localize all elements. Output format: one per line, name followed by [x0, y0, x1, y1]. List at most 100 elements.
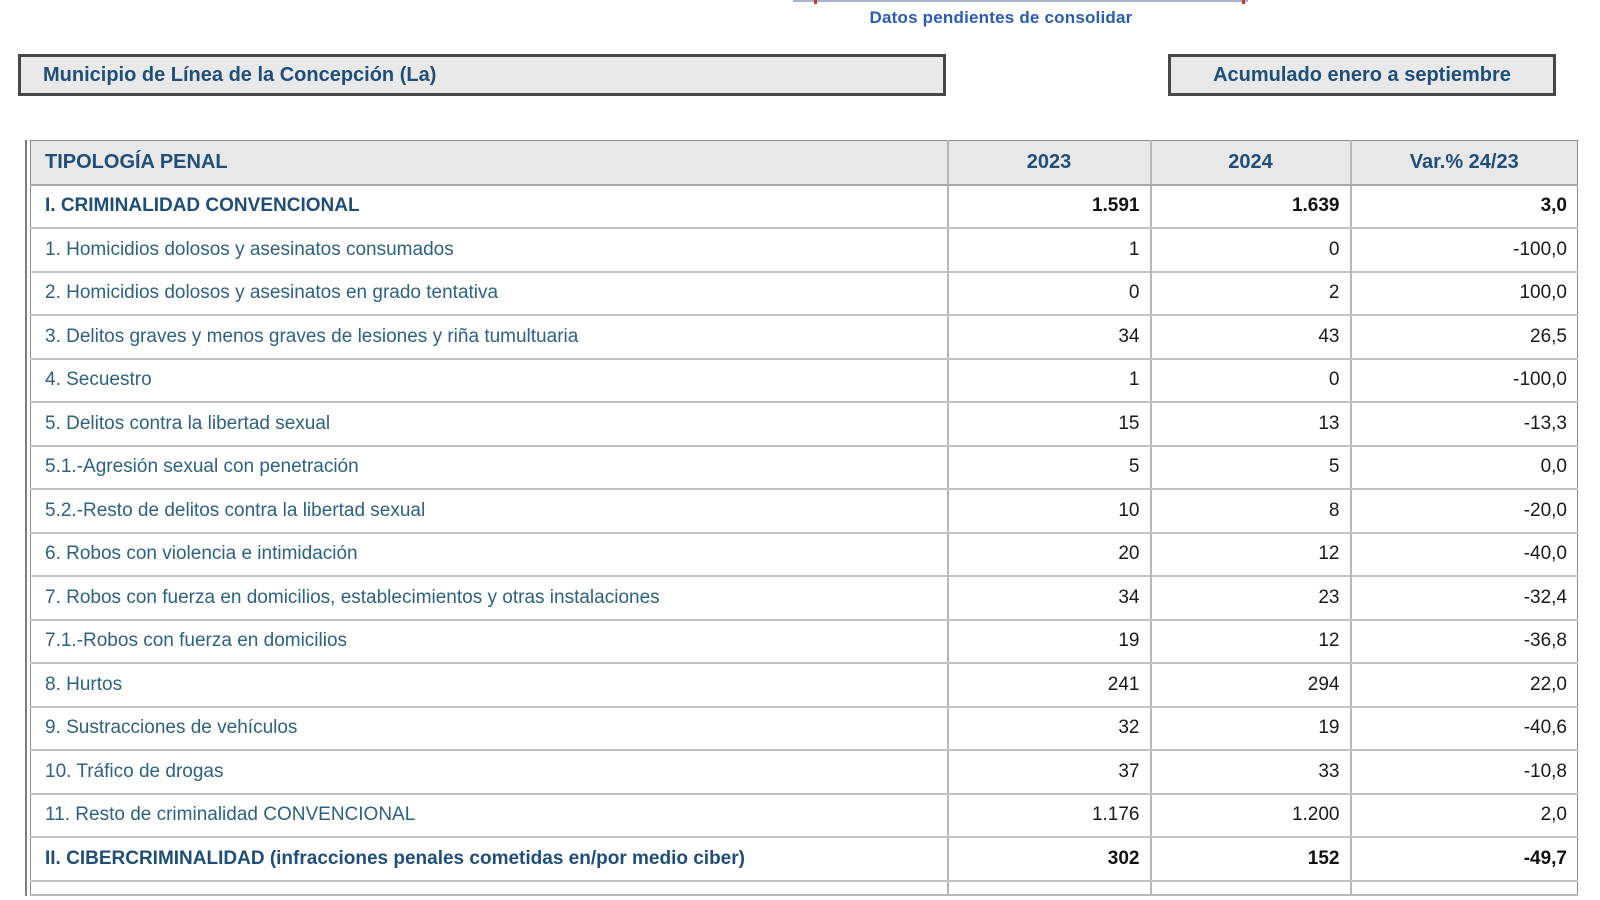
row-value-2023: 1 — [947, 228, 1152, 273]
empty-cell — [947, 880, 1152, 896]
row-value-2024: 12 — [1150, 619, 1352, 664]
row-value-2024: 43 — [1150, 315, 1352, 360]
row-label: 8. Hurtos — [30, 663, 949, 708]
row-value-variation: -100,0 — [1350, 358, 1578, 403]
row-label: 6. Robos con violencia e intimidación — [30, 532, 949, 577]
column-header-2024: 2024 — [1150, 140, 1352, 186]
row-label: 5. Delitos contra la libertad sexual — [30, 402, 949, 447]
row-label: I. CRIMINALIDAD CONVENCIONAL — [30, 184, 949, 229]
row-label: 5.1.-Agresión sexual con penetración — [30, 445, 949, 490]
row-value-2023: 0 — [947, 271, 1152, 316]
row-value-2023: 34 — [947, 315, 1152, 360]
row-label: 2. Homicidios dolosos y asesinatos en gr… — [30, 271, 949, 316]
table-row: 5. Delitos contra la libertad sexual 15 13… — [30, 402, 1578, 447]
row-value-2024: 23 — [1150, 576, 1352, 621]
row-value-2023: 10 — [947, 489, 1152, 534]
table-row: 7.1.-Robos con fuerza en domicilios 19 12-… — [30, 619, 1578, 664]
row-value-variation: -13,3 — [1350, 402, 1578, 447]
row-value-2023: 302 — [947, 837, 1152, 882]
row-value-2023: 241 — [947, 663, 1152, 708]
table-row-partial — [30, 880, 1578, 896]
table-row: 5.2.-Resto de delitos contra la libertad… — [30, 489, 1578, 534]
row-value-2024: 12 — [1150, 532, 1352, 577]
row-value-2023: 15 — [947, 402, 1152, 447]
row-value-2023: 34 — [947, 576, 1152, 621]
row-value-variation: -100,0 — [1350, 228, 1578, 273]
row-value-variation: -20,0 — [1350, 489, 1578, 534]
municipality-label: Municipio de Línea de la Concepción (La) — [43, 63, 437, 86]
row-value-2024: 152 — [1150, 837, 1352, 882]
table-row: 1. Homicidios dolosos y asesinatos consu… — [30, 228, 1578, 273]
empty-cell — [1150, 880, 1352, 896]
crime-statistics-table: TIPOLOGÍA PENAL 2023 2024 Var.% 24/23 I.… — [30, 140, 1578, 896]
column-header-variation: Var.% 24/23 — [1350, 140, 1578, 186]
row-value-variation: 22,0 — [1350, 663, 1578, 708]
row-value-2023: 5 — [947, 445, 1152, 490]
table-row: 5.1.-Agresión sexual con penetración 5 5 0,… — [30, 445, 1578, 490]
row-value-variation: -10,8 — [1350, 750, 1578, 795]
row-value-2024: 2 — [1150, 271, 1352, 316]
row-label: 5.2.-Resto de delitos contra la libertad… — [30, 489, 949, 534]
table-row: 2. Homicidios dolosos y asesinatos en gr… — [30, 271, 1578, 316]
table-row: I. CRIMINALIDAD CONVENCIONAL 1.591 1.639 3,… — [30, 184, 1578, 229]
row-value-2024: 1.639 — [1150, 184, 1352, 229]
empty-cell — [1350, 880, 1578, 896]
row-value-2024: 0 — [1150, 228, 1352, 273]
crime-statistics-table-wrap: TIPOLOGÍA PENAL 2023 2024 Var.% 24/23 I.… — [25, 140, 1578, 896]
row-label: II. CIBERCRIMINALIDAD (infracciones pena… — [30, 837, 949, 882]
row-label: 10. Tráfico de drogas — [30, 750, 949, 795]
row-value-2024: 19 — [1150, 706, 1352, 751]
row-value-2023: 20 — [947, 532, 1152, 577]
column-header-2023: 2023 — [947, 140, 1152, 186]
column-header-tipologia: TIPOLOGÍA PENAL — [30, 140, 949, 186]
table-row: 3. Delitos graves y menos graves de lesi… — [30, 315, 1578, 360]
row-label: 4. Secuestro — [30, 358, 949, 403]
row-value-2023: 1 — [947, 358, 1152, 403]
row-value-variation: 0,0 — [1350, 445, 1578, 490]
row-label: 7. Robos con fuerza en domicilios, estab… — [30, 576, 949, 621]
row-value-variation: 2,0 — [1350, 793, 1578, 838]
row-label: 11. Resto de criminalidad CONVENCIONAL — [30, 793, 949, 838]
empty-cell — [30, 880, 949, 896]
row-value-variation: -40,6 — [1350, 706, 1578, 751]
table-header: TIPOLOGÍA PENAL 2023 2024 Var.% 24/23 — [30, 140, 1578, 186]
row-label: 1. Homicidios dolosos y asesinatos consu… — [30, 228, 949, 273]
row-value-2023: 1.591 — [947, 184, 1152, 229]
period-label: Acumulado enero a septiembre — [1213, 63, 1511, 86]
row-value-2024: 33 — [1150, 750, 1352, 795]
clipped-title-remnant-left — [814, 0, 817, 4]
row-value-variation: 26,5 — [1350, 315, 1578, 360]
table-row: 8. Hurtos 241 294 22,0 — [30, 663, 1578, 708]
row-value-2024: 0 — [1150, 358, 1352, 403]
clipped-title-remnant — [793, 0, 1248, 2]
row-value-2023: 37 — [947, 750, 1152, 795]
row-label: 7.1.-Robos con fuerza en domicilios — [30, 619, 949, 664]
row-label: 3. Delitos graves y menos graves de lesi… — [30, 315, 949, 360]
table-body: I. CRIMINALIDAD CONVENCIONAL 1.591 1.639 3,… — [30, 184, 1578, 896]
table-row: 11. Resto de criminalidad CONVENCIONAL 1.… — [30, 793, 1578, 838]
table-row: 7. Robos con fuerza en domicilios, estab… — [30, 576, 1578, 621]
row-value-2023: 19 — [947, 619, 1152, 664]
row-value-2023: 1.176 — [947, 793, 1152, 838]
period-box: Acumulado enero a septiembre — [1168, 54, 1556, 96]
pending-data-note: Datos pendientes de consolidar — [869, 8, 1133, 27]
table-row: 10. Tráfico de drogas 37 33 -10,8 — [30, 750, 1578, 795]
table-row: 9. Sustracciones de vehículos 32 19 -40,6 — [30, 706, 1578, 751]
row-value-variation: -40,0 — [1350, 532, 1578, 577]
row-value-variation: -49,7 — [1350, 837, 1578, 882]
row-value-2024: 294 — [1150, 663, 1352, 708]
row-value-variation: 3,0 — [1350, 184, 1578, 229]
row-label: 9. Sustracciones de vehículos — [30, 706, 949, 751]
municipality-box: Municipio de Línea de la Concepción (La) — [18, 54, 946, 96]
row-value-variation: 100,0 — [1350, 271, 1578, 316]
table-row: 6. Robos con violencia e intimidación 20 1… — [30, 532, 1578, 577]
row-value-2024: 1.200 — [1150, 793, 1352, 838]
row-value-variation: -32,4 — [1350, 576, 1578, 621]
table-row: II. CIBERCRIMINALIDAD (infracciones pena… — [30, 837, 1578, 882]
table-row: 4. Secuestro 1 0 -100,0 — [30, 358, 1578, 403]
row-value-2023: 32 — [947, 706, 1152, 751]
clipped-title-remnant-right — [1242, 0, 1245, 4]
row-value-2024: 13 — [1150, 402, 1352, 447]
row-value-2024: 5 — [1150, 445, 1352, 490]
